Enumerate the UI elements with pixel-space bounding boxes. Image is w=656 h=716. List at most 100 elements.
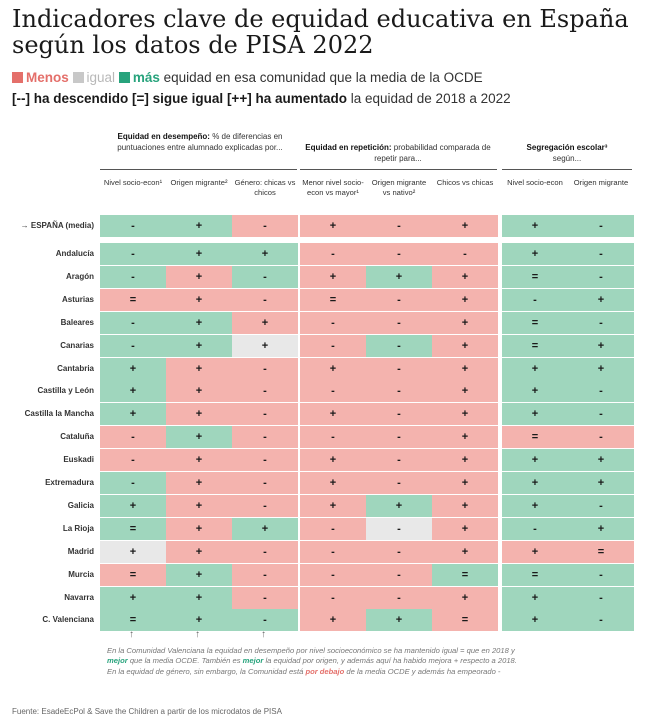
column-header: Género: chicas vs chicos <box>234 178 296 197</box>
table-cell: + <box>166 517 232 540</box>
group-header-repeticion: Equidad en repetición: probabilidad comp… <box>300 143 496 164</box>
table-cell: - <box>100 449 166 472</box>
table-cell: - <box>366 426 432 449</box>
legend-igual: igual <box>86 70 116 85</box>
table-cell: - <box>366 243 432 265</box>
table-cell: - <box>232 357 298 380</box>
table-cell: - <box>300 563 366 586</box>
note-debajo: por debajo <box>305 666 345 676</box>
grey-swatch <box>72 72 84 83</box>
table-cell: + <box>432 494 498 517</box>
legend-aumentado: [++] ha aumentado <box>226 91 347 106</box>
table-cell: + <box>502 243 568 265</box>
table-cell: + <box>300 357 366 380</box>
table-cell: = <box>432 563 498 586</box>
group-header-bold: Segregación escolar³ <box>526 143 608 152</box>
group-header-segregacion: Segregación escolar³ según... <box>502 143 632 164</box>
table-cell: = <box>100 563 166 586</box>
group-divider-repeticion <box>300 169 497 170</box>
table-cell: + <box>502 403 568 426</box>
table-cell: + <box>502 609 568 632</box>
table-cell: + <box>502 472 568 494</box>
table-cell: + <box>568 449 634 472</box>
table-cell: - <box>232 472 298 494</box>
table-cell: + <box>366 494 432 517</box>
table-cell: + <box>166 334 232 357</box>
table-cell: - <box>568 426 634 449</box>
table-cell: - <box>100 426 166 449</box>
note-part: la equidad por origen, y además aquí ha … <box>107 656 517 676</box>
table-cell: - <box>300 426 366 449</box>
table-cell: + <box>100 586 166 609</box>
table-cell: + <box>568 517 634 540</box>
table-cell: - <box>232 563 298 586</box>
table-cell: - <box>300 517 366 540</box>
row-label: Baleares <box>60 317 94 327</box>
table-cell: + <box>366 265 432 288</box>
table-cell: + <box>502 586 568 609</box>
table-cell: + <box>232 243 298 265</box>
table-cell: + <box>100 540 166 563</box>
table-cell: + <box>432 288 498 311</box>
source-line: Fuente: EsadeEcPol & Save the Children a… <box>12 707 282 716</box>
row-label: Navarra <box>64 592 94 602</box>
table-cell: + <box>100 380 166 403</box>
table-cell: = <box>568 540 634 563</box>
table-cell: + <box>100 357 166 380</box>
table-cell: + <box>432 586 498 609</box>
table-cell: + <box>232 517 298 540</box>
table-cell: + <box>300 472 366 494</box>
table-cell: + <box>166 586 232 609</box>
row-label: Castilla la Mancha <box>24 409 94 419</box>
table-cell: - <box>232 426 298 449</box>
table-cell: + <box>568 357 634 380</box>
row-label: Murcia <box>68 569 94 579</box>
table-cell: + <box>502 215 568 237</box>
table-cell: + <box>166 540 232 563</box>
table-cell: = <box>502 426 568 449</box>
table-cell: = <box>300 288 366 311</box>
table-cell: - <box>366 563 432 586</box>
table-cell: + <box>166 426 232 449</box>
legend-descendido: [--] ha descendido <box>12 91 129 106</box>
table-cell: + <box>502 494 568 517</box>
table-cell: - <box>232 215 298 237</box>
table-cell: - <box>568 243 634 265</box>
table-cell: = <box>502 334 568 357</box>
table-cell: - <box>568 380 634 403</box>
green-swatch <box>118 72 130 83</box>
table-cell: - <box>366 380 432 403</box>
table-cell: + <box>432 265 498 288</box>
table-cell: + <box>568 472 634 494</box>
row-label: Castilla y León <box>37 386 94 396</box>
note-mejor: mejor <box>107 656 128 666</box>
group-divider-desempeno <box>100 169 297 170</box>
table-cell: - <box>100 243 166 265</box>
table-cell: + <box>432 472 498 494</box>
group-header-bold: Equidad en desempeño: <box>117 132 210 141</box>
table-cell: - <box>366 449 432 472</box>
row-label: C. Valenciana <box>42 615 94 625</box>
table-cell: - <box>232 403 298 426</box>
table-cell: - <box>568 609 634 632</box>
table-cell: = <box>432 609 498 632</box>
table-cell: - <box>568 494 634 517</box>
row-label: → ESPAÑA (media) <box>20 221 94 230</box>
table-cell: + <box>300 494 366 517</box>
table-cell: + <box>432 311 498 334</box>
table-cell: + <box>166 243 232 265</box>
table-cell: - <box>300 311 366 334</box>
table-cell: - <box>366 472 432 494</box>
table-cell: + <box>166 609 232 632</box>
table-cell: - <box>366 334 432 357</box>
table-cell: + <box>300 449 366 472</box>
arrow-up-icon: ↑ <box>261 629 266 640</box>
table-cell: - <box>232 380 298 403</box>
table-cell: - <box>232 449 298 472</box>
note-part: que la media OCDE. También es <box>129 656 241 666</box>
table-cell: - <box>366 311 432 334</box>
trend-legend: [--] ha descendido [=] sigue igual [++] … <box>12 91 511 106</box>
row-label: Asturias <box>61 294 94 304</box>
table-cell: - <box>300 586 366 609</box>
table-cell: + <box>432 334 498 357</box>
